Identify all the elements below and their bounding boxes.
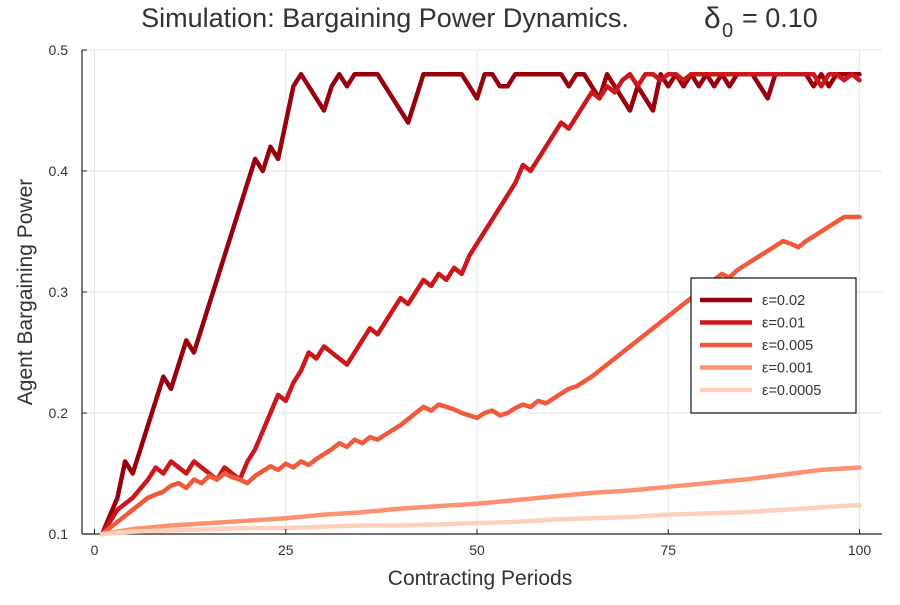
series-line-2: [99, 71, 862, 537]
series-line-3: [99, 214, 862, 537]
legend-entries: ε=0.02 ε=0.01 ε=0.005 ε=0.001 ε=0.0005: [700, 293, 821, 399]
x-axis-label: Contracting Periods: [388, 567, 572, 590]
x-tick-label: 25: [278, 542, 294, 558]
series-line-4: [99, 465, 862, 537]
ticks-layer: 0 25 50 75 100 0.1 0.2 0.3 0.4 0.5: [49, 42, 872, 558]
title-delta-value: = 0.10: [742, 3, 818, 33]
legend-label-1: ε=0.02: [762, 293, 805, 309]
y-axis-label: Agent Bargaining Power: [14, 179, 37, 405]
x-tick-label: 0: [91, 542, 99, 558]
y-tick-label: 0.3: [49, 284, 69, 300]
legend-label-2: ε=0.01: [762, 316, 805, 332]
x-tick-label: 75: [660, 542, 676, 558]
y-tick-label: 0.1: [49, 526, 69, 542]
title-delta-symbol: δ: [704, 2, 721, 35]
y-tick-label: 0.4: [49, 163, 69, 179]
legend-label-4: ε=0.001: [762, 361, 813, 377]
x-tick-label: 100: [848, 542, 872, 558]
x-tick-label: 50: [469, 542, 485, 558]
legend-label-5: ε=0.0005: [762, 383, 821, 399]
series-line-5: [99, 502, 862, 537]
chart-title: Simulation: Bargaining Power Dynamics.: [141, 3, 629, 33]
legend-label-3: ε=0.005: [762, 338, 813, 354]
title-delta-subscript: 0: [722, 20, 733, 42]
legend: ε=0.02 ε=0.01 ε=0.005 ε=0.001 ε=0.0005: [690, 277, 857, 414]
y-tick-label: 0.2: [49, 405, 69, 421]
series-line-1: [99, 71, 862, 537]
series-layer: [99, 71, 862, 537]
y-tick-label: 0.5: [49, 42, 69, 58]
